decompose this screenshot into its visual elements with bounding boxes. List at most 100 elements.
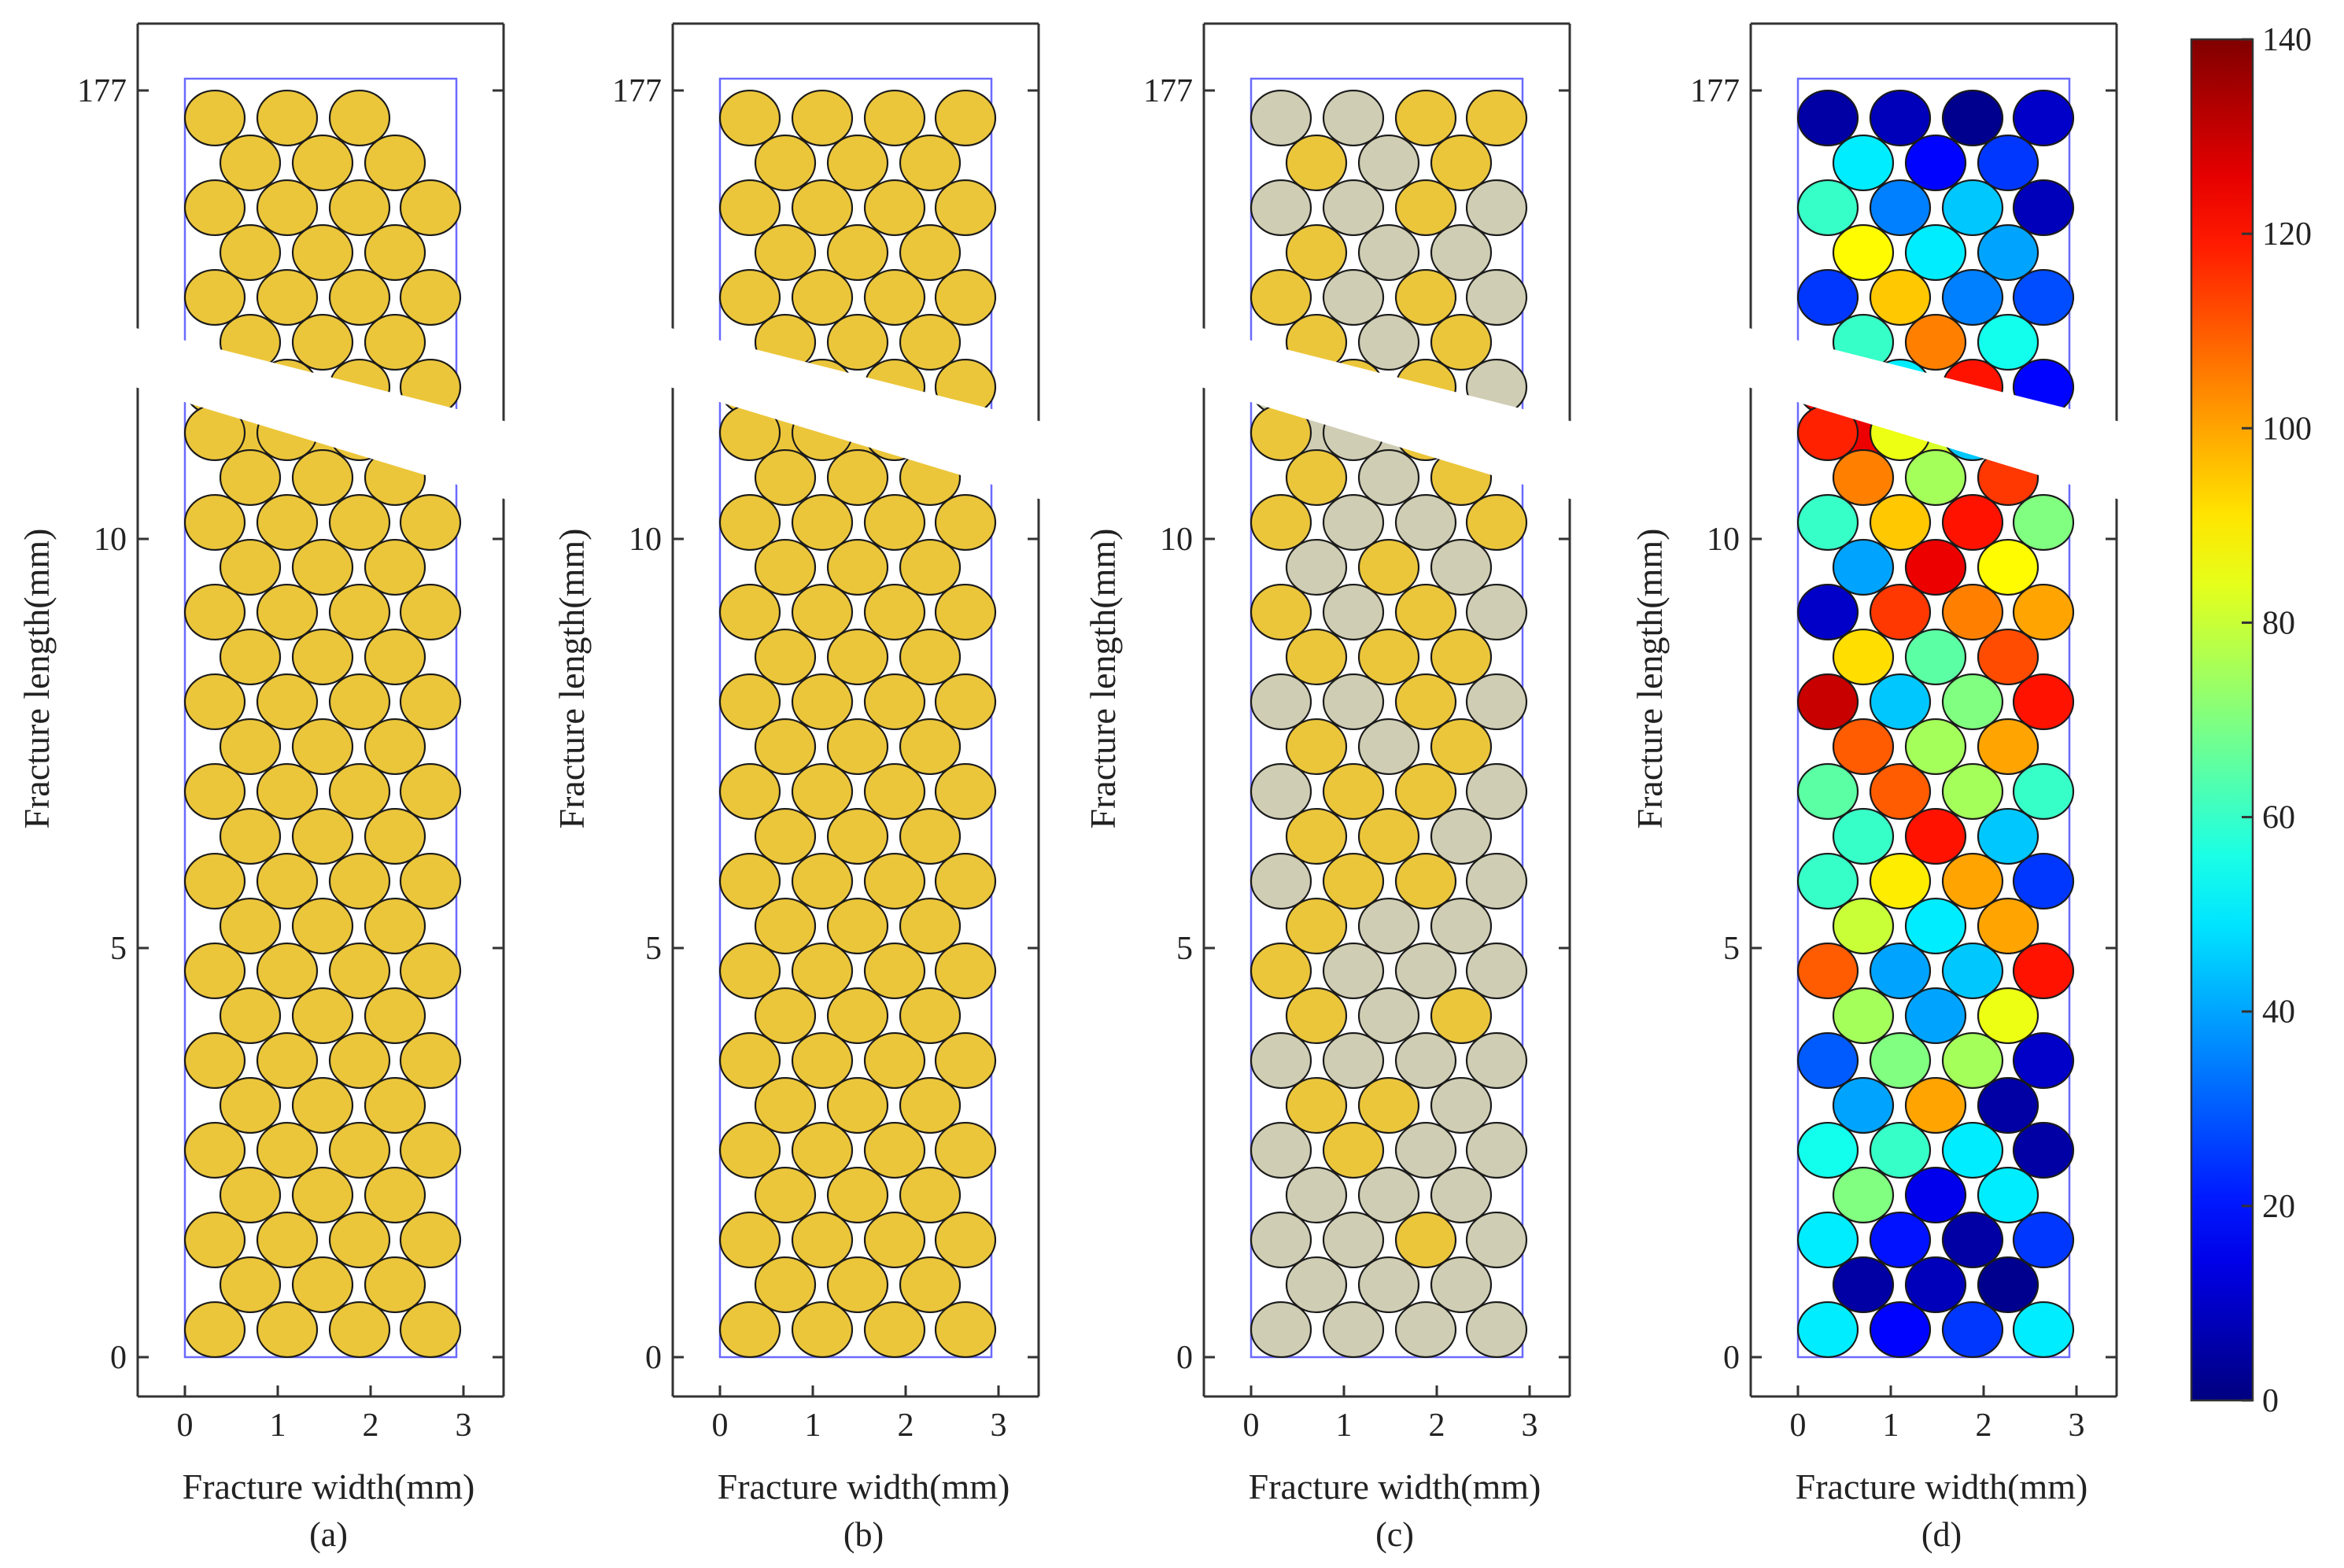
- particle: [1832, 718, 1895, 776]
- particle: [399, 673, 462, 731]
- particle: [1430, 1256, 1493, 1314]
- x-axis-title: Fracture width(mm): [1796, 1467, 2088, 1507]
- particle: [1250, 1121, 1312, 1179]
- particle: [1394, 852, 1457, 910]
- axis-break-band: [1743, 327, 2132, 504]
- particle: [364, 987, 426, 1045]
- particle: [1285, 1166, 1348, 1224]
- panel-a: 0 5 10 177 0 1 2 3 Fracture width(mm) Fracture le…: [17, 22, 519, 1554]
- particle: [1430, 897, 1493, 955]
- particle: [899, 1076, 962, 1134]
- particle: [1904, 628, 1967, 686]
- particle: [1941, 268, 2004, 327]
- particle: [1869, 493, 1932, 552]
- particle: [399, 1121, 462, 1179]
- particle: [364, 628, 426, 686]
- particle: [399, 1211, 462, 1269]
- particle: [1322, 852, 1385, 910]
- y-axis-title: Fracture length(mm): [1083, 529, 1123, 829]
- particle: [863, 179, 926, 237]
- y-tick-label: 10: [94, 522, 127, 558]
- particle: [899, 538, 962, 596]
- particle: [399, 493, 462, 552]
- particle: [1465, 673, 1528, 731]
- particle: [1796, 583, 1859, 641]
- particle: [364, 897, 426, 955]
- particle: [754, 1076, 817, 1134]
- particle: [826, 628, 889, 686]
- particle: [219, 448, 282, 507]
- particle: [328, 942, 391, 1000]
- particle: [328, 852, 391, 910]
- particle: [1357, 448, 1420, 507]
- particle: [1796, 1211, 1859, 1269]
- particle: [863, 1031, 926, 1090]
- particle: [1322, 493, 1385, 552]
- colorbar-tick-label: 120: [2262, 216, 2312, 253]
- particle: [934, 762, 997, 821]
- particle: [863, 583, 926, 641]
- x-axis-title: Fracture width(mm): [1249, 1467, 1541, 1507]
- particle: [826, 134, 889, 192]
- particle: [328, 1121, 391, 1179]
- particle: [1322, 179, 1385, 237]
- particle: [754, 628, 817, 686]
- particle: [1285, 134, 1348, 192]
- particle: [328, 583, 391, 641]
- particle: [219, 987, 282, 1045]
- particle: [2012, 942, 2075, 1000]
- particle: [1796, 942, 1859, 1000]
- particle: [754, 1166, 817, 1224]
- particle: [1250, 89, 1312, 147]
- particle: [219, 628, 282, 686]
- particle: [1285, 1256, 1348, 1314]
- particle: [1941, 493, 2004, 552]
- x-axis-title: Fracture width(mm): [718, 1467, 1010, 1507]
- particle: [399, 762, 462, 821]
- particle: [1250, 268, 1312, 327]
- particle: [1357, 628, 1420, 686]
- x-tick-label: 2: [898, 1408, 914, 1444]
- particle: [1465, 762, 1528, 821]
- x-tick-label: 0: [177, 1408, 194, 1444]
- particle: [183, 762, 246, 821]
- particle: [256, 179, 319, 237]
- particle: [219, 223, 282, 282]
- particle: [1250, 852, 1312, 910]
- particle: [754, 448, 817, 507]
- particle: [1465, 268, 1528, 327]
- particle: [183, 179, 246, 237]
- particle: [754, 718, 817, 776]
- particle: [1977, 718, 2039, 776]
- particle: [1904, 448, 1967, 507]
- particle: [256, 268, 319, 327]
- particle: [1394, 493, 1457, 552]
- particle: [863, 268, 926, 327]
- particle: [754, 223, 817, 282]
- particle: [364, 807, 426, 865]
- particle: [1322, 1211, 1385, 1269]
- particle: [1430, 1076, 1493, 1134]
- particle: [1832, 628, 1895, 686]
- particle: [291, 1166, 354, 1224]
- particle: [219, 897, 282, 955]
- particle: [1869, 942, 1932, 1000]
- particle: [328, 673, 391, 731]
- particle: [256, 89, 319, 147]
- particle: [1285, 628, 1348, 686]
- particle: [1977, 807, 2039, 865]
- particle: [754, 538, 817, 596]
- particle: [1869, 1121, 1932, 1179]
- particle: [1832, 1256, 1895, 1314]
- particle: [863, 1121, 926, 1179]
- particle: [754, 134, 817, 192]
- particle: [183, 583, 246, 641]
- particle: [1250, 493, 1312, 552]
- y-tick-label: 5: [1176, 931, 1193, 967]
- particle: [934, 1031, 997, 1090]
- particle: [1322, 942, 1385, 1000]
- particle: [1465, 493, 1528, 552]
- particle: [1869, 583, 1932, 641]
- y-axis-title: Fracture length(mm): [552, 529, 592, 829]
